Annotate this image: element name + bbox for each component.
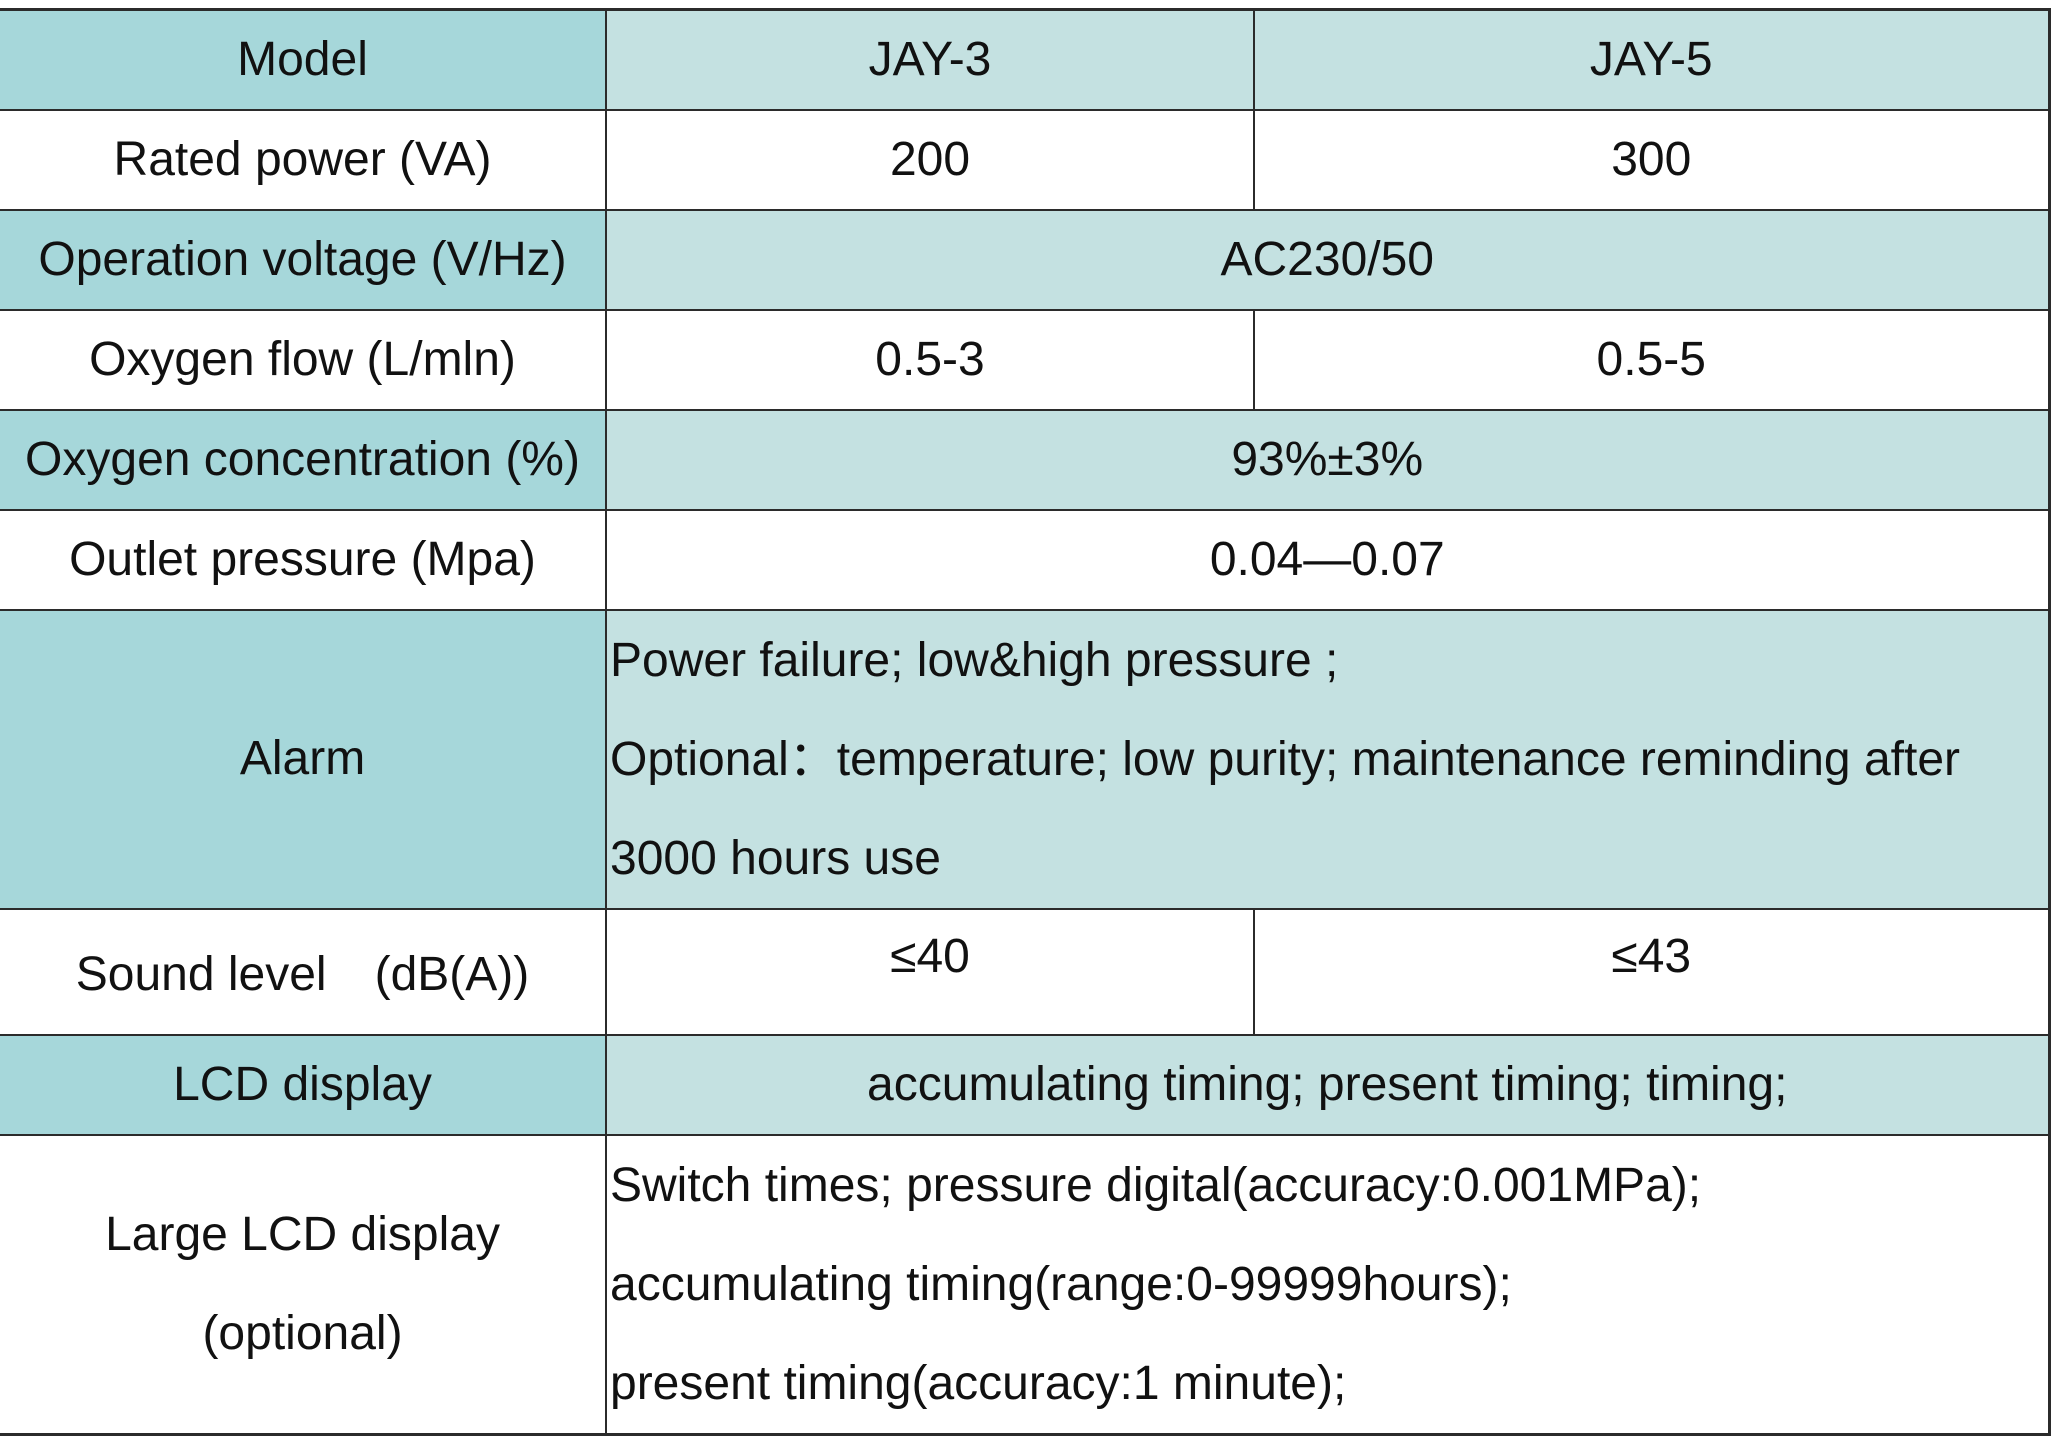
large-lcd-line-2: accumulating timing(range:0-99999hours); xyxy=(610,1257,1512,1311)
large-lcd-line-3: present timing(accuracy:1 minute); xyxy=(610,1356,1347,1410)
outlet-pressure-label: Outlet pressure (Mpa) xyxy=(0,508,607,611)
rated-power-model-b: 300 xyxy=(1253,108,2051,211)
table-row-sound-level: Sound level (dB(A)) ≤40 ≤43 xyxy=(0,907,2051,1036)
spec-table: Model JAY-3 JAY-5 Rated power (VA) 200 3… xyxy=(0,8,2051,1436)
oxygen-flow-label: Oxygen flow (L/mln) xyxy=(0,308,607,411)
large-lcd-display-value: Switch times; pressure digital(accuracy:… xyxy=(605,1133,2051,1436)
lcd-display-label: LCD display xyxy=(0,1033,607,1136)
alarm-line-2: Optional：temperature; low purity; mainte… xyxy=(610,732,1961,786)
operation-voltage-label: Operation voltage (V/Hz) xyxy=(0,208,607,311)
oxygen-flow-model-b: 0.5-5 xyxy=(1253,308,2051,411)
header-model-b: JAY-5 xyxy=(1253,8,2051,111)
header-label: Model xyxy=(0,8,607,111)
outlet-pressure-value: 0.04—0.07 xyxy=(605,508,2051,611)
header-model-a: JAY-3 xyxy=(605,8,1255,111)
alarm-value: Power failure; low&high pressure ; Optio… xyxy=(605,608,2051,910)
sound-level-label: Sound level (dB(A)) xyxy=(0,907,607,1036)
oxygen-concentration-label: Oxygen concentration (%) xyxy=(0,408,607,511)
table-row-model: Model JAY-3 JAY-5 xyxy=(0,8,2051,111)
oxygen-flow-model-a: 0.5-3 xyxy=(605,308,1255,411)
rated-power-label: Rated power (VA) xyxy=(0,108,607,211)
rated-power-model-a: 200 xyxy=(605,108,1255,211)
oxygen-concentration-value: 93%±3% xyxy=(605,408,2051,511)
table-row-alarm: Alarm Power failure; low&high pressure ;… xyxy=(0,608,2051,910)
operation-voltage-value: AC230/50 xyxy=(605,208,2051,311)
table-row-lcd-display: LCD display accumulating timing; present… xyxy=(0,1033,2051,1136)
alarm-line-3: 3000 hours use xyxy=(610,831,941,885)
table-row-rated-power: Rated power (VA) 200 300 xyxy=(0,108,2051,211)
sound-level-model-b: ≤43 xyxy=(1253,907,2051,1036)
large-lcd-display-label: Large LCD display (optional) xyxy=(0,1133,607,1436)
table-row-outlet-pressure: Outlet pressure (Mpa) 0.04—0.07 xyxy=(0,508,2051,611)
alarm-label: Alarm xyxy=(0,608,607,910)
lcd-display-value: accumulating timing; present timing; tim… xyxy=(605,1033,2051,1136)
table-row-large-lcd-display: Large LCD display (optional) Switch time… xyxy=(0,1133,2051,1436)
table-row-operation-voltage: Operation voltage (V/Hz) AC230/50 xyxy=(0,208,2051,311)
table-row-oxygen-flow: Oxygen flow (L/mln) 0.5-3 0.5-5 xyxy=(0,308,2051,411)
large-lcd-label-line-2: (optional) xyxy=(202,1307,403,1360)
table-row-oxygen-concentration: Oxygen concentration (%) 93%±3% xyxy=(0,408,2051,511)
large-lcd-label-line-1: Large LCD display xyxy=(105,1208,500,1261)
large-lcd-line-1: Switch times; pressure digital(accuracy:… xyxy=(610,1158,1702,1212)
sound-level-model-a: ≤40 xyxy=(605,907,1255,1036)
alarm-line-1: Power failure; low&high pressure ; xyxy=(610,633,1339,687)
